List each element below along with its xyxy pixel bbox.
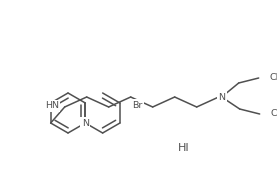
Text: Br: Br — [132, 100, 142, 109]
Text: CH₃: CH₃ — [271, 109, 277, 118]
Text: HI: HI — [178, 143, 190, 153]
Text: CH₃: CH₃ — [270, 73, 277, 82]
Text: HN: HN — [45, 101, 59, 110]
Text: N: N — [82, 118, 89, 128]
Text: N: N — [218, 92, 225, 101]
